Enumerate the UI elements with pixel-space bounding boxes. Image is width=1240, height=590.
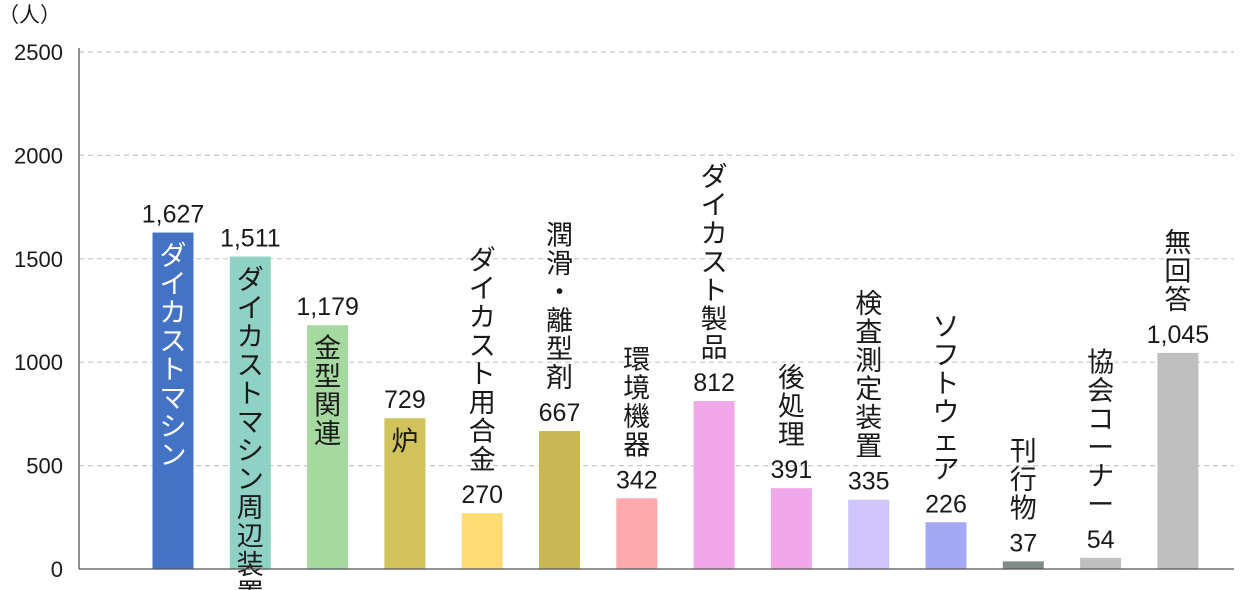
category-label: 協会コーナー xyxy=(1087,347,1114,521)
category-label: 後処理 xyxy=(778,363,805,451)
y-tick-label: 0 xyxy=(51,557,63,582)
data-label: 270 xyxy=(461,481,503,509)
data-label: 1,511 xyxy=(220,225,281,253)
y-tick-label: 1500 xyxy=(14,247,63,272)
bar xyxy=(229,256,271,569)
category-label: 潤滑・離型剤 xyxy=(546,221,573,394)
category-label: 炉 xyxy=(391,427,418,458)
data-label: 1,179 xyxy=(296,293,359,321)
data-label: 1,045 xyxy=(1147,321,1210,349)
bar xyxy=(616,498,658,569)
bar xyxy=(770,488,812,569)
y-unit-label: （人） xyxy=(0,3,61,27)
bar xyxy=(307,325,349,569)
category-label: ソフトウェア xyxy=(933,312,960,486)
y-tick-label: 1000 xyxy=(14,350,63,375)
data-label: 729 xyxy=(384,386,426,414)
data-label: 667 xyxy=(539,399,581,427)
category-label: ダイカストマシン周辺装置 xyxy=(237,265,264,590)
y-tick-label: 2000 xyxy=(14,143,63,168)
data-label: 391 xyxy=(771,456,813,484)
bar xyxy=(925,522,967,569)
data-label: 342 xyxy=(616,466,658,494)
bar xyxy=(693,401,735,569)
category-label: 刊行物 xyxy=(1010,436,1037,524)
data-label: 335 xyxy=(848,468,890,496)
category-label: 金型関連 xyxy=(314,334,341,451)
data-label: 54 xyxy=(1087,526,1115,554)
data-label: 226 xyxy=(925,490,967,518)
bar xyxy=(461,513,503,569)
category-label: 無回答 xyxy=(1164,228,1191,316)
y-tick-label: 2500 xyxy=(14,40,63,65)
data-label: 1,627 xyxy=(142,201,205,229)
category-label: 検査測定装置 xyxy=(855,289,882,463)
category-label: ダイカスト用合金 xyxy=(469,246,496,477)
y-tick-label: 500 xyxy=(26,454,63,479)
bar xyxy=(539,431,580,569)
bar xyxy=(384,418,426,569)
category-label: ダイカスト製品 xyxy=(701,162,728,364)
bar xyxy=(1080,557,1122,569)
bar xyxy=(1002,561,1044,569)
bar xyxy=(1157,352,1199,569)
data-label: 37 xyxy=(1009,529,1037,557)
data-label: 812 xyxy=(693,369,735,397)
category-label: ダイカストマシン xyxy=(160,241,187,472)
bar xyxy=(152,232,194,569)
bar xyxy=(848,499,890,569)
category-label: 環境機器 xyxy=(623,345,650,462)
